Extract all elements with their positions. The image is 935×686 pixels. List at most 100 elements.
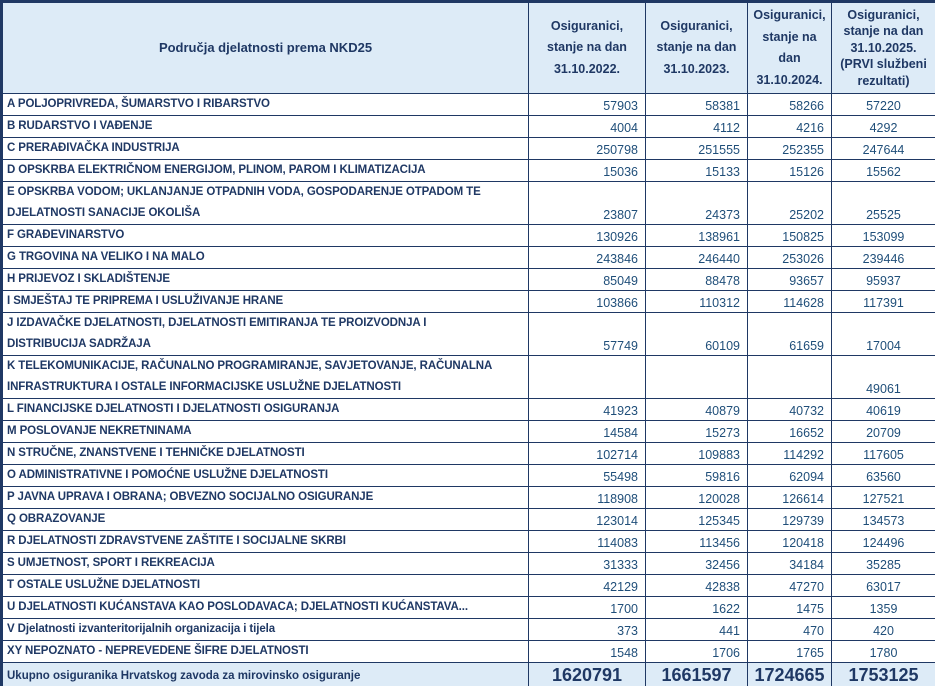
table-row: C PRERAĐIVAČKA INDUSTRIJA 250798 251555 … [1,137,935,160]
row-value-cell-2024: 120418 [747,530,832,553]
row-value-cell-2022: 250798 [528,137,646,160]
row-label-cell: D OPSKRBA ELEKTRIČNOM ENERGIJOM, PLINOM,… [1,159,529,182]
row-label-cell: E OPSKRBA VODOM; UKLANJANJE OTPADNIH VOD… [1,181,529,225]
row-value-cell-2023: 60109 [645,312,748,356]
row-value-cell-2023: 113456 [645,530,748,553]
row-label-cell: O ADMINISTRATIVNE I POMOĆNE USLUŽNE DJEL… [1,464,529,487]
table-row: M POSLOVANJE NEKRETNINAMA 14584 15273 16… [1,420,935,443]
row-value-cell-2025: 95937 [831,268,935,291]
row-label-cell: I SMJEŠTAJ TE PRIPREMA I USLUŽIVANJE HRA… [1,290,529,313]
row-value-cell-2025: 35285 [831,552,935,575]
header-insured-2025: Osiguranici, stanje na dan 31.10.2025. (… [831,1,935,94]
table-row: B RUDARSTVO I VAĐENJE 4004 4112 4216 429… [1,115,935,138]
row-value-cell-2024: 47270 [747,574,832,597]
table-row: R DJELATNOSTI ZDRAVSTVENE ZAŠTITE I SOCI… [1,530,935,553]
row-value-cell-2025: 117605 [831,442,935,465]
row-label-cell: R DJELATNOSTI ZDRAVSTVENE ZAŠTITE I SOCI… [1,530,529,553]
row-value-cell-2025: 1359 [831,596,935,619]
row-label-cell: P JAVNA UPRAVA I OBRANA; OBVEZNO SOCIJAL… [1,486,529,509]
row-value-cell-2024: 1475 [747,596,832,619]
row-value-cell-2022: 42129 [528,574,646,597]
row-value-cell-2022: 41923 [528,398,646,421]
table-row: S UMJETNOST, SPORT I REKREACIJA 31333 32… [1,552,935,575]
row-value-cell-2023: 59816 [645,464,748,487]
table-row: P JAVNA UPRAVA I OBRANA; OBVEZNO SOCIJAL… [1,486,935,509]
row-value-cell-2025: 247644 [831,137,935,160]
header-activity-areas: Područja djelatnosti prema NKD25 [1,1,529,94]
row-value-cell-2024: 129739 [747,508,832,531]
row-value-cell-2023: 138961 [645,224,748,247]
table-row: Q OBRAZOVANJE 123014 125345 129739 13457… [1,508,935,531]
row-value-cell-2023: 40879 [645,398,748,421]
row-value-cell-2022: 85049 [528,268,646,291]
row-label-cell: T OSTALE USLUŽNE DJELATNOSTI [1,574,529,597]
row-value-cell-2024: 25202 [747,181,832,225]
table-row: I SMJEŠTAJ TE PRIPREMA I USLUŽIVANJE HRA… [1,290,935,313]
row-value-cell-2025: 49061 [831,355,935,399]
row-value-cell-2025: 153099 [831,224,935,247]
row-value-cell-2024: 253026 [747,246,832,269]
row-value-cell-2023: 88478 [645,268,748,291]
row-value-cell-2022: 57749 [528,312,646,356]
row-value-cell-2022: 57903 [528,93,646,116]
row-label-cell: G TRGOVINA NA VELIKO I NA MALO [1,246,529,269]
table-row: G TRGOVINA NA VELIKO I NA MALO 243846 24… [1,246,935,269]
row-value-cell-2025: 15562 [831,159,935,182]
row-value-cell-2022: 130926 [528,224,646,247]
row-value-cell-2023: 58381 [645,93,748,116]
total-value-2023: 1661597 [645,662,748,686]
row-value-cell-2022: 243846 [528,246,646,269]
row-value-cell-2022: 102714 [528,442,646,465]
row-value-cell-2024: 114628 [747,290,832,313]
row-value-cell-2023: 109883 [645,442,748,465]
row-label-cell: L FINANCIJSKE DJELATNOSTI I DJELATNOSTI … [1,398,529,421]
row-value-cell-2023: 15133 [645,159,748,182]
row-value-cell-2024: 1765 [747,640,832,663]
table-row: L FINANCIJSKE DJELATNOSTI I DJELATNOSTI … [1,398,935,421]
row-value-cell-2024: 114292 [747,442,832,465]
row-value-cell-2023: 125345 [645,508,748,531]
row-value-cell-2023: 15273 [645,420,748,443]
row-value-cell-2025: 124496 [831,530,935,553]
table-row: O ADMINISTRATIVNE I POMOĆNE USLUŽNE DJEL… [1,464,935,487]
row-value-cell-2022: 114083 [528,530,646,553]
row-value-cell-2025: 63017 [831,574,935,597]
row-value-cell-2024: 470 [747,618,832,641]
row-value-cell-2024: 150825 [747,224,832,247]
row-value-cell-2024: 61659 [747,312,832,356]
row-value-cell-2023: 251555 [645,137,748,160]
header-row: Područja djelatnosti prema NKD25 Osigura… [1,1,935,94]
row-value-cell-2024: 58266 [747,93,832,116]
row-value-cell-2024: 93657 [747,268,832,291]
row-value-cell-2024: 62094 [747,464,832,487]
row-value-cell-2024: 126614 [747,486,832,509]
header-insured-2024: Osiguranici, stanje na dan 31.10.2024. [747,1,832,94]
row-value-cell-2025: 127521 [831,486,935,509]
row-value-cell-2024: 40732 [747,398,832,421]
row-value-cell-2023: 246440 [645,246,748,269]
total-value-2025: 1753125 [831,662,935,686]
table-row: H PRIJEVOZ I SKLADIŠTENJE 85049 88478 93… [1,268,935,291]
total-row: Ukupno osiguranika Hrvatskog zavoda za m… [1,662,935,686]
row-value-cell-2023 [645,355,748,399]
table-row: XY NEPOZNATO - NEPREVEDENE ŠIFRE DJELATN… [1,640,935,663]
row-value-cell-2022: 373 [528,618,646,641]
row-value-cell-2024: 252355 [747,137,832,160]
total-row-label: Ukupno osiguranika Hrvatskog zavoda za m… [1,662,529,686]
header-insured-2023: Osiguranici, stanje na dan 31.10.2023. [645,1,748,94]
row-value-cell-2023: 120028 [645,486,748,509]
table-row: U DJELATNOSTI KUĆANSTAVA KAO POSLODAVACA… [1,596,935,619]
row-label-cell: A POLJOPRIVREDA, ŠUMARSTVO I RIBARSTVO [1,93,529,116]
row-value-cell-2022: 14584 [528,420,646,443]
row-value-cell-2025: 4292 [831,115,935,138]
row-label-cell: H PRIJEVOZ I SKLADIŠTENJE [1,268,529,291]
row-value-cell-2025: 420 [831,618,935,641]
row-value-cell-2024: 15126 [747,159,832,182]
row-value-cell-2023: 110312 [645,290,748,313]
table-header: Područja djelatnosti prema NKD25 Osigura… [1,1,935,94]
table-row: K TELEKOMUNIKACIJE, RAČUNALNO PROGRAMIRA… [1,355,935,399]
row-value-cell-2022: 1548 [528,640,646,663]
table-row: N STRUČNE, ZNANSTVENE I TEHNIČKE DJELATN… [1,442,935,465]
